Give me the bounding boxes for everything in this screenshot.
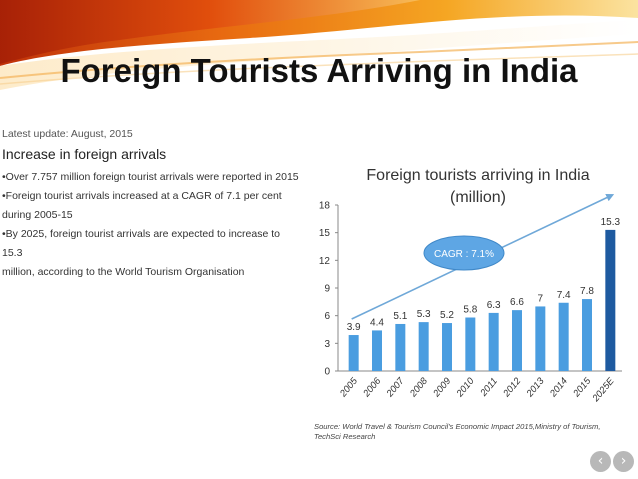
- info-panel: Latest update: August, 2015 Increase in …: [0, 128, 300, 282]
- y-tick-label: 3: [324, 339, 330, 350]
- bar: [348, 335, 359, 371]
- bullet-line: during 2005-15: [2, 209, 73, 221]
- last-update-text: Latest update: August, 2015: [2, 128, 133, 140]
- y-tick-label: 18: [319, 201, 331, 212]
- bar: [372, 330, 382, 371]
- slide-nav: ‹ ›: [584, 448, 638, 479]
- bar-chart: Foreign tourists arriving in India (mill…: [314, 167, 622, 441]
- source-note-line2: TechSci Research: [314, 432, 375, 441]
- y-tick-label: 12: [319, 256, 331, 267]
- bar-value-label: 3.9: [347, 322, 361, 333]
- bar-value-label: 4.4: [370, 317, 384, 328]
- bar: [442, 323, 452, 371]
- bar-value-label: 7.8: [580, 286, 594, 297]
- bar-value-label: 6.3: [487, 300, 501, 311]
- chart-subtitle: (million): [450, 189, 506, 206]
- x-tick-label: 2014: [547, 376, 570, 400]
- bullet-line: •Foreign tourist arrivals increased at a…: [2, 190, 282, 202]
- bar-value-label: 7: [538, 293, 544, 304]
- bar: [418, 322, 429, 371]
- source-note: Source: World Travel & Tourism Council's…: [314, 422, 600, 431]
- bullet-line: •By 2025, foreign tourist arrivals are e…: [2, 228, 280, 259]
- cagr-ellipse: [423, 235, 505, 271]
- bar: [535, 306, 546, 371]
- bar: [395, 323, 406, 371]
- decorative-banner: [0, 0, 638, 90]
- y-tick-label: 0: [324, 367, 330, 378]
- bar-value-label: 5.8: [463, 305, 477, 316]
- chevron-right-icon[interactable]: ›: [613, 451, 634, 472]
- bar-value-label: 6.6: [510, 297, 524, 308]
- section-heading: Increase in foreign arrivals: [2, 146, 167, 162]
- bar: [582, 299, 592, 371]
- x-tick-label: 2013: [524, 375, 547, 400]
- x-tick-label: 2005: [337, 375, 360, 400]
- bar: [605, 229, 616, 371]
- x-tick-label: 2009: [431, 375, 454, 400]
- bullet-line: •Over 7.757 million foreign tourist arri…: [2, 171, 299, 183]
- bar-value-label: 5.1: [393, 311, 407, 322]
- chevron-left-icon[interactable]: ‹: [590, 451, 611, 472]
- bar: [558, 302, 569, 371]
- x-tick-label: 2010: [454, 375, 477, 400]
- bar-value-label: 5.2: [440, 310, 454, 321]
- cagr-label: CAGR : 7.1%: [434, 249, 494, 260]
- x-tick-label: 2006: [361, 375, 384, 400]
- slide-title: Foreign Tourists Arriving in India: [60, 52, 578, 89]
- bar: [488, 312, 499, 371]
- bar-value-label: 15.3: [601, 217, 621, 228]
- bullet-line: million, according to the World Tourism …: [2, 266, 245, 278]
- x-tick-label: 2008: [407, 375, 430, 400]
- y-tick-label: 9: [324, 284, 330, 295]
- y-tick-label: 6: [324, 311, 330, 322]
- y-tick-label: 15: [319, 228, 331, 239]
- cagr-annotation: CAGR : 7.1%: [423, 235, 505, 271]
- chart-title: Foreign tourists arriving in India: [366, 167, 589, 184]
- x-tick-label: 2012: [501, 375, 524, 400]
- bar: [465, 317, 476, 371]
- x-tick-label: 2011: [478, 376, 500, 399]
- bar-value-label: 5.3: [417, 309, 431, 320]
- x-tick-label: 2025E: [590, 375, 617, 404]
- bar: [512, 310, 522, 371]
- bar-value-label: 7.4: [557, 290, 571, 301]
- x-tick-label: 2007: [384, 375, 407, 400]
- chart-axes: 0 3 6 9 12 15 18: [319, 201, 622, 378]
